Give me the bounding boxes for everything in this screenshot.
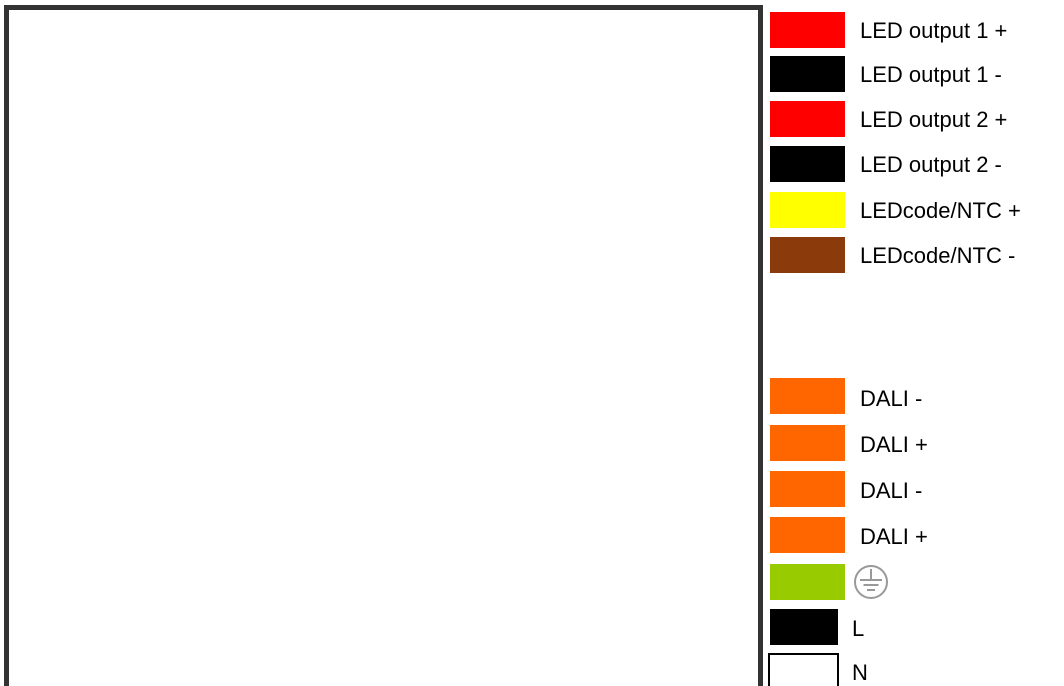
label-neutral: N xyxy=(852,660,868,685)
swatch-led-output-1-minus xyxy=(770,56,845,92)
swatch-dali-plus-1 xyxy=(770,425,845,461)
label-led-output-1-minus: LED output 1 - xyxy=(860,62,1002,87)
label-led-output-1-plus: LED output 1 + xyxy=(860,18,1008,43)
swatch-dali-plus-2 xyxy=(770,517,845,553)
label-led-output-2-plus: LED output 2 + xyxy=(860,107,1008,132)
label-led-output-2-minus: LED output 2 - xyxy=(860,152,1002,177)
swatch-protective-earth xyxy=(770,564,845,600)
earth-ground-icon xyxy=(854,565,888,599)
swatch-ledcode-ntc-minus xyxy=(770,237,845,273)
label-dali-plus-2: DALI + xyxy=(860,524,928,549)
label-dali-plus-1: DALI + xyxy=(860,432,928,457)
label-ledcode-ntc-plus: LEDcode/NTC + xyxy=(860,198,1021,223)
label-ledcode-ntc-minus: LEDcode/NTC - xyxy=(860,243,1016,268)
driver-housing xyxy=(4,5,763,686)
swatch-line xyxy=(770,609,838,645)
swatch-led-output-2-plus xyxy=(770,101,845,137)
swatch-ledcode-ntc-plus xyxy=(770,192,845,228)
swatch-led-output-2-minus xyxy=(770,146,845,182)
swatch-dali-minus-1 xyxy=(770,378,845,414)
swatch-dali-minus-2 xyxy=(770,471,845,507)
label-line: L xyxy=(852,616,865,641)
swatch-led-output-1-plus xyxy=(770,12,845,48)
swatch-neutral xyxy=(768,653,839,686)
label-dali-minus-1: DALI - xyxy=(860,386,923,411)
label-dali-minus-2: DALI - xyxy=(860,478,923,503)
